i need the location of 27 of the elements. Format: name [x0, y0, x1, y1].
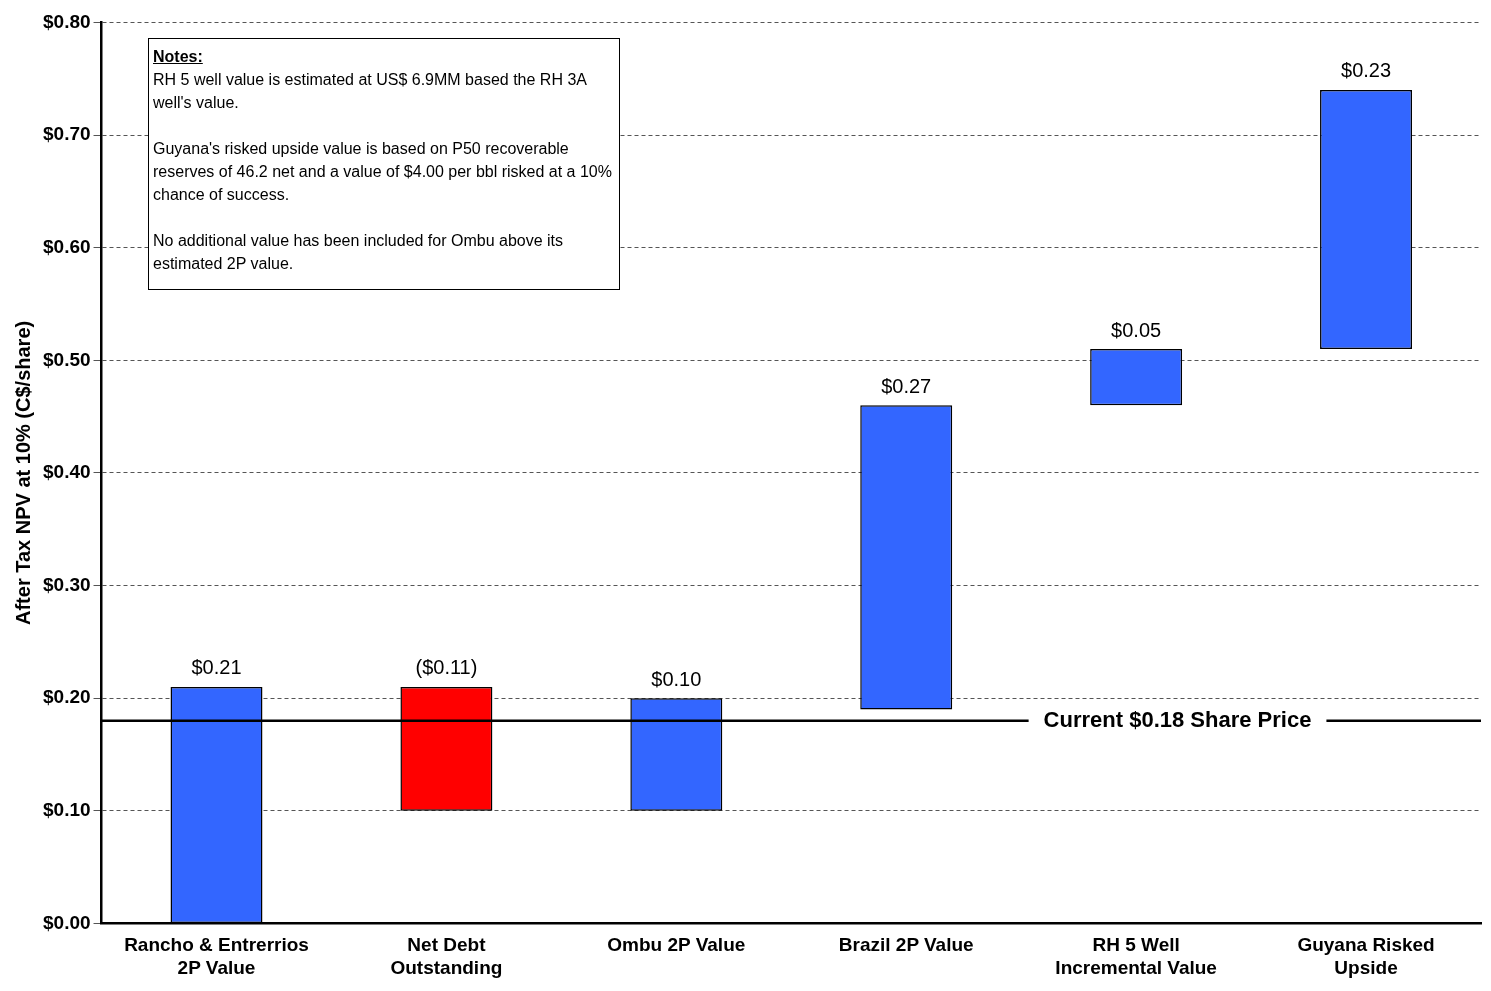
- data-label: $0.05: [1111, 318, 1162, 341]
- y-tick-label: $0.60: [43, 235, 91, 257]
- annotation: Notes:: [153, 47, 204, 67]
- y-tick-label: $0.70: [43, 123, 91, 145]
- x-tick-label: Ombu 2P Value: [607, 934, 746, 956]
- x-tick-label: RH 5 Well Incremental Value: [1055, 934, 1217, 978]
- y-tick-label: $0.10: [43, 799, 91, 821]
- y-tick-label: $0.20: [43, 686, 91, 708]
- annotation: RH 5 well value is estimated at US$ 6.9MM based the RH 3A well's value.: [153, 70, 588, 113]
- x-tick-label: Rancho & Entrerrios 2P Value: [124, 934, 309, 978]
- x-tick-label: Net Debt Outstanding: [390, 934, 503, 978]
- ref-line-label: Current $0.18 Share Price: [1043, 706, 1312, 732]
- y-tick-label: $0.00: [43, 911, 91, 933]
- y-tick-label: $0.30: [43, 573, 91, 595]
- y-tick-label: $0.80: [43, 10, 91, 32]
- data-label: $0.21: [191, 656, 242, 679]
- y-tick-label: $0.50: [43, 348, 91, 370]
- data-label: $0.27: [881, 374, 932, 397]
- y-tick-label: $0.40: [43, 461, 91, 483]
- annotation: No additional value has been included for Ombu above its estimated 2P value.: [153, 231, 565, 274]
- x-tick-label: Brazil 2P Value: [838, 934, 974, 956]
- data-label: $0.10: [651, 667, 702, 690]
- y-axis-title: After Tax NPV at 10% (C$/share): [11, 320, 34, 625]
- data-label: $0.23: [1341, 59, 1392, 82]
- x-tick-label: Guyana Risked Upside: [1297, 934, 1435, 978]
- annotation: Guyana's risked upside value is based on P50 recoverable reserves of 46.2 net and a value of $4.00 per bbl risked at a 10% chance of success.: [153, 139, 613, 205]
- data-label: ($0.11): [415, 656, 478, 679]
